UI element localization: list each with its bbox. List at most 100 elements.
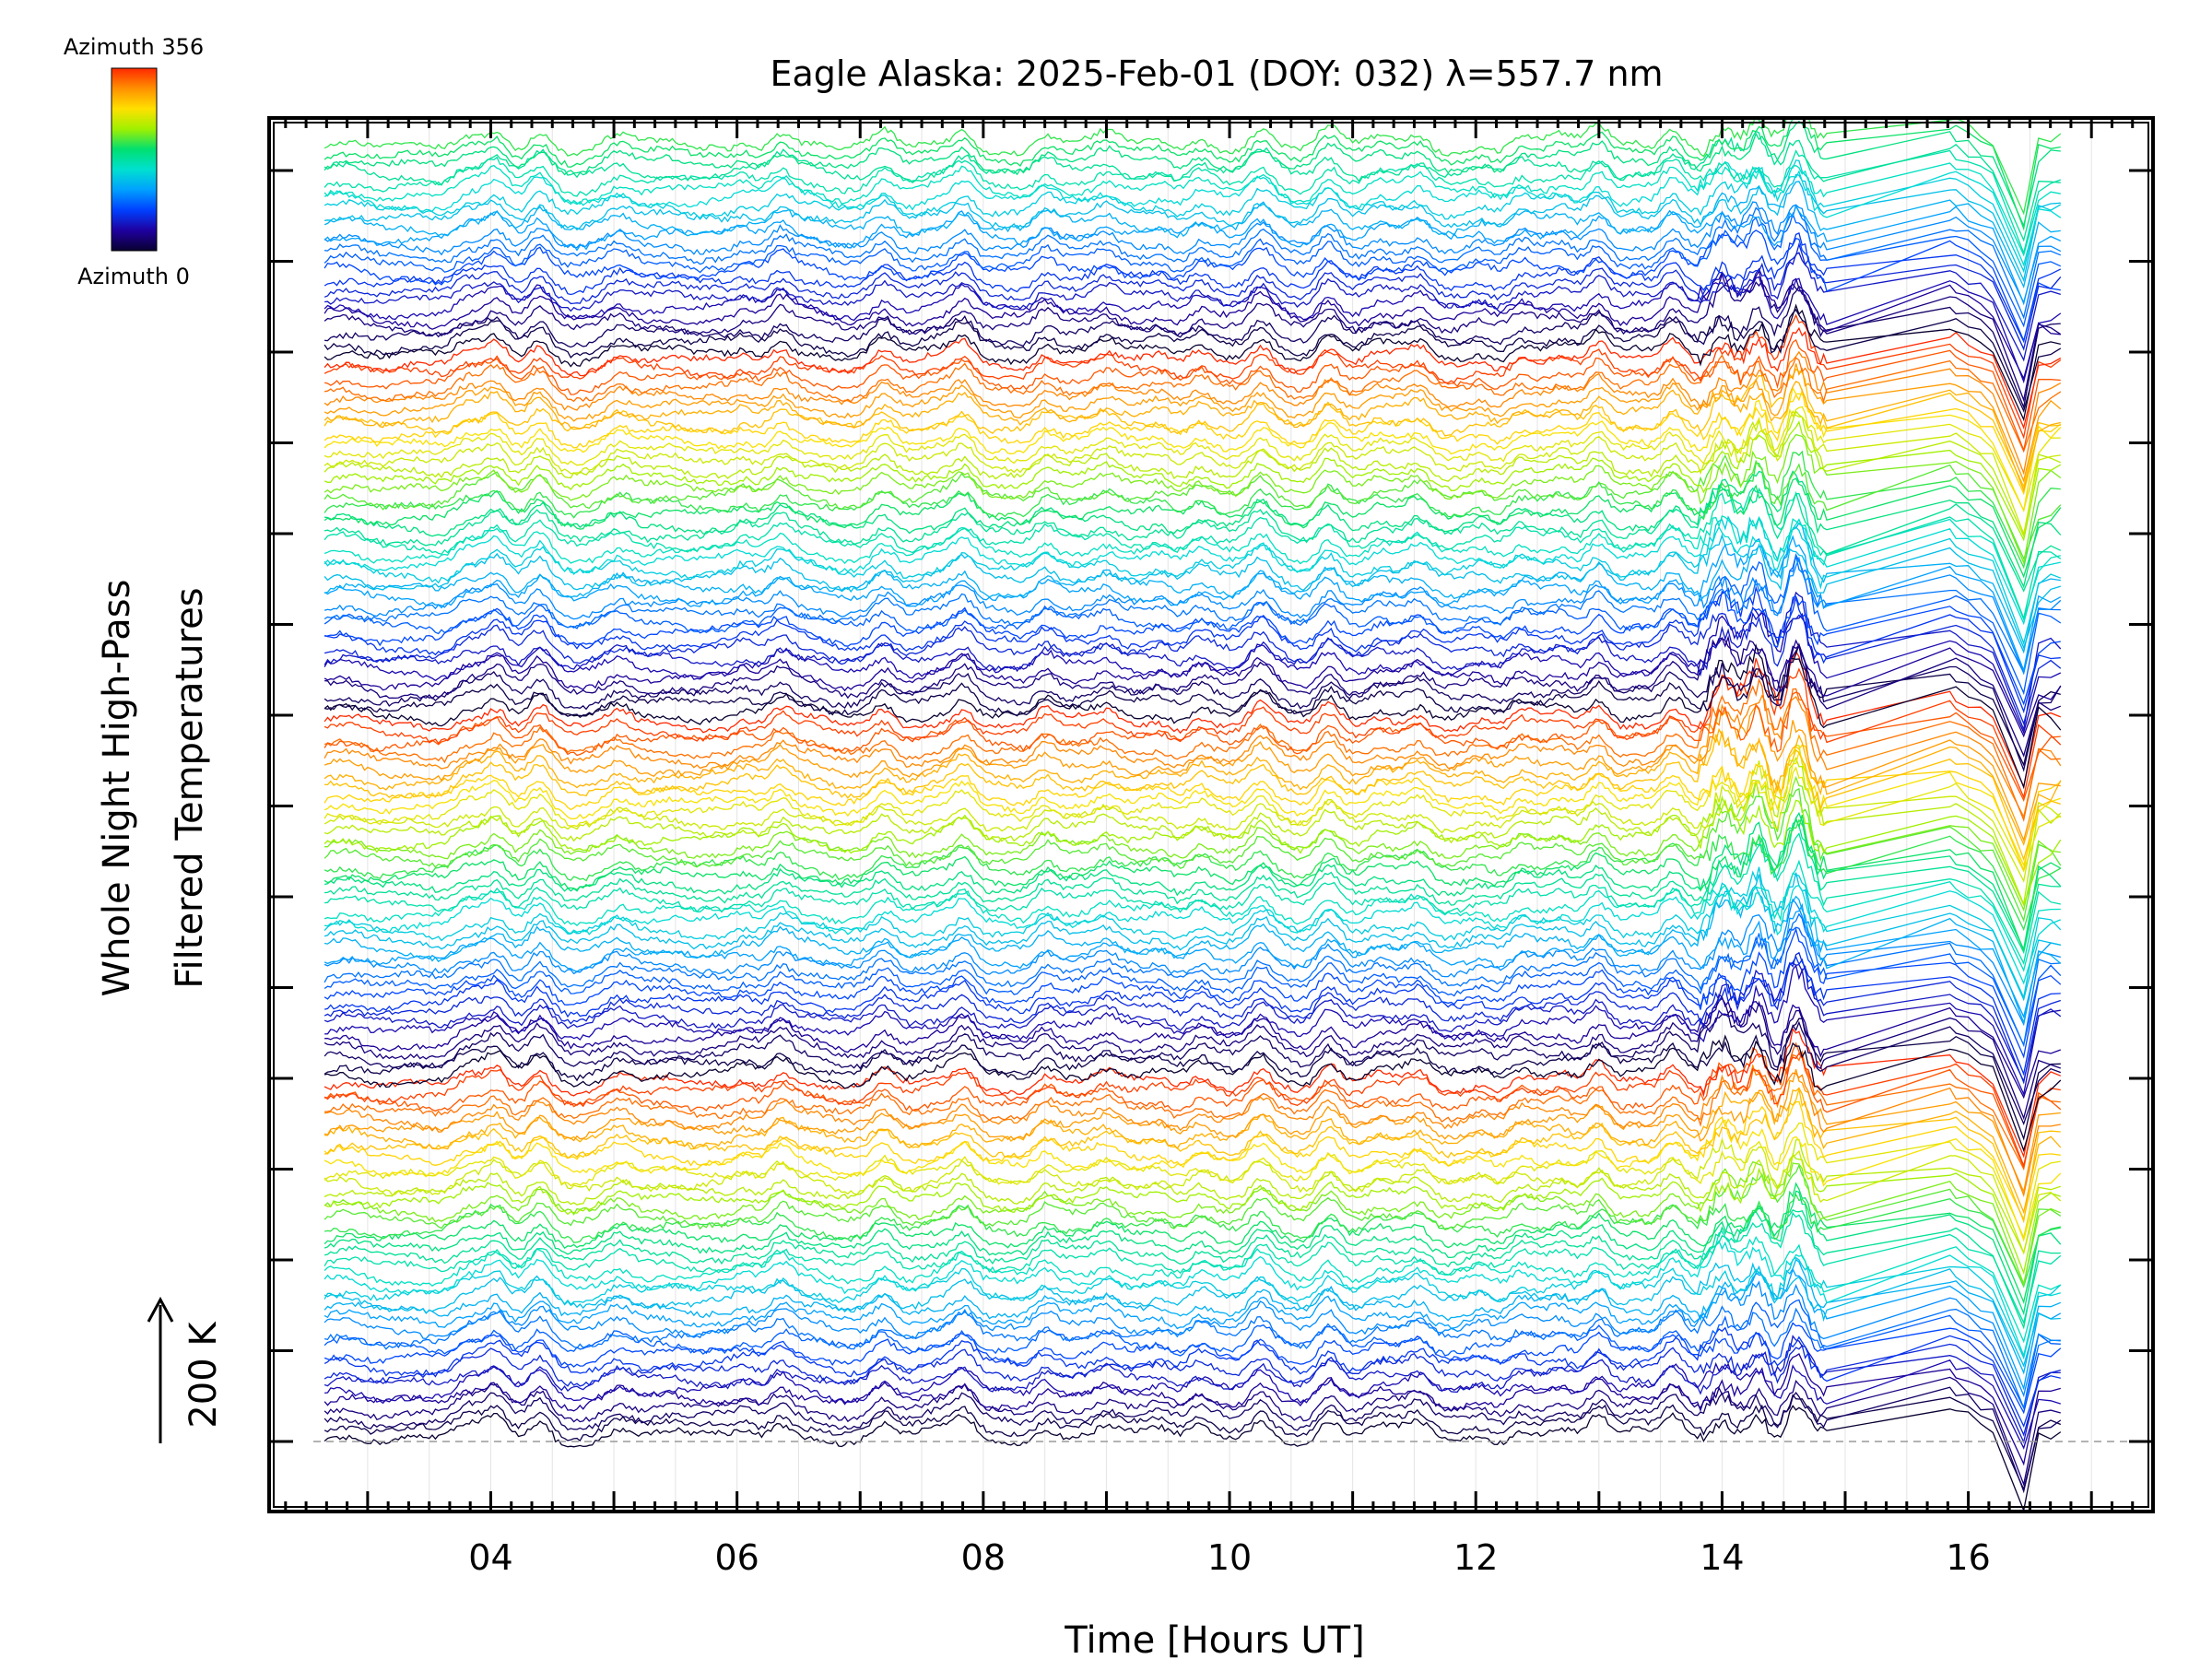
trace-line [324,269,2061,381]
trace-line [324,181,2061,289]
trace-line [324,832,2061,966]
trace-line [324,173,2061,283]
trace-line [324,1069,2061,1194]
trace-line [324,1182,2061,1304]
trace-line [324,453,2062,560]
trace-line [324,704,2061,842]
trace-line [324,1280,2061,1398]
trace-line [324,912,2061,1048]
trace-line [324,522,2061,654]
trace-line [324,926,2062,1047]
trace-line [324,727,2062,846]
trace-line [324,927,2062,1059]
trace-line [324,130,2061,242]
trace-line [324,518,2061,626]
trace-line [324,160,2062,267]
plot-border [267,116,2155,1513]
y-axis-label-line1: Whole Night High-Pass [96,580,138,997]
x-axis-label: Time [Hours UT] [1064,1619,1364,1659]
x-tick-label: 14 [1700,1537,1744,1578]
trace-line [324,902,2061,1019]
trace-line [324,162,2061,257]
trace-line [324,872,2061,1002]
trace-line [324,211,2062,328]
trace-line [324,1013,2062,1125]
colorbar-gradient [111,67,158,252]
x-tick-labels: 04 06 08 10 12 14 16 [468,1537,1990,1578]
trace-line [324,1049,2061,1171]
trace-line [324,637,2062,758]
trace-line [324,1208,2061,1330]
trace-line [324,1230,2062,1344]
trace-line [324,410,2061,536]
trace-line [324,1256,2062,1360]
trace-line [324,1190,2062,1316]
trace-line [324,410,2062,538]
trace-line [324,120,2061,228]
trace-line [324,650,2062,789]
trace-line [324,1343,2061,1437]
x-tick-label: 16 [1946,1537,1990,1578]
trace-line [324,1305,2061,1410]
trace-line [324,694,2062,819]
plot-frame [267,116,2155,1513]
scale-arrow [147,1296,174,1443]
trace-line [324,231,2062,344]
trace-line [324,591,2062,732]
trace-line [324,149,2062,255]
trace-line [324,884,2062,985]
trace-line [324,553,2062,696]
trace-line [324,1041,2062,1170]
trace-line [324,787,2062,923]
trace-line [324,477,2062,579]
trace-line [324,1258,2062,1375]
trace-line [324,338,2061,453]
trace-line [324,811,2062,952]
scale-arrow-head [147,1296,174,1323]
trace-line [324,666,2062,800]
trace-line [324,1405,2062,1512]
trace-line [324,487,2062,620]
x-tick-label: 12 [1453,1537,1498,1578]
trace-line [324,1119,2062,1242]
trace-line [324,606,2062,735]
trace-line [324,898,2061,1027]
trace-line [324,388,2062,496]
trace-line [324,1052,2061,1168]
trace-line [324,1087,2062,1215]
trace-line [324,1027,2062,1159]
trace-line [324,533,2061,650]
trace-line [324,470,2062,589]
trace-line [324,285,2061,410]
trace-line [324,818,2061,955]
trace-line [324,744,2062,873]
trace-line [324,997,2062,1121]
trace-line [324,964,2061,1097]
trace-line [324,814,2062,953]
trace-line [324,1122,2061,1240]
trace-line [324,962,2062,1084]
trace-line [324,1335,2061,1444]
plot-border-inner [273,122,2149,1508]
axis-ticks [269,118,2155,1512]
y-axis-label-line2: Filtered Temperatures [169,587,211,988]
trace-line [324,229,2061,343]
trace-line [324,1359,2061,1450]
trace-line [324,406,2061,512]
x-tick-label: 04 [468,1537,512,1578]
trace-line [324,1100,2061,1221]
trace-line [324,271,2062,384]
trace-line [324,859,2061,972]
trace-line [324,691,2061,802]
trace-line [324,818,2062,932]
trace-line [324,1137,2062,1255]
trace-line [324,1326,2061,1429]
trace-line [324,279,2062,403]
trace-line [324,635,2062,738]
trace-line [324,766,2062,873]
colorbar-max-label: Azimuth 356 [64,34,204,60]
trace-line [324,420,2062,542]
trace-line [324,350,2062,476]
trace-line [324,1322,2062,1415]
